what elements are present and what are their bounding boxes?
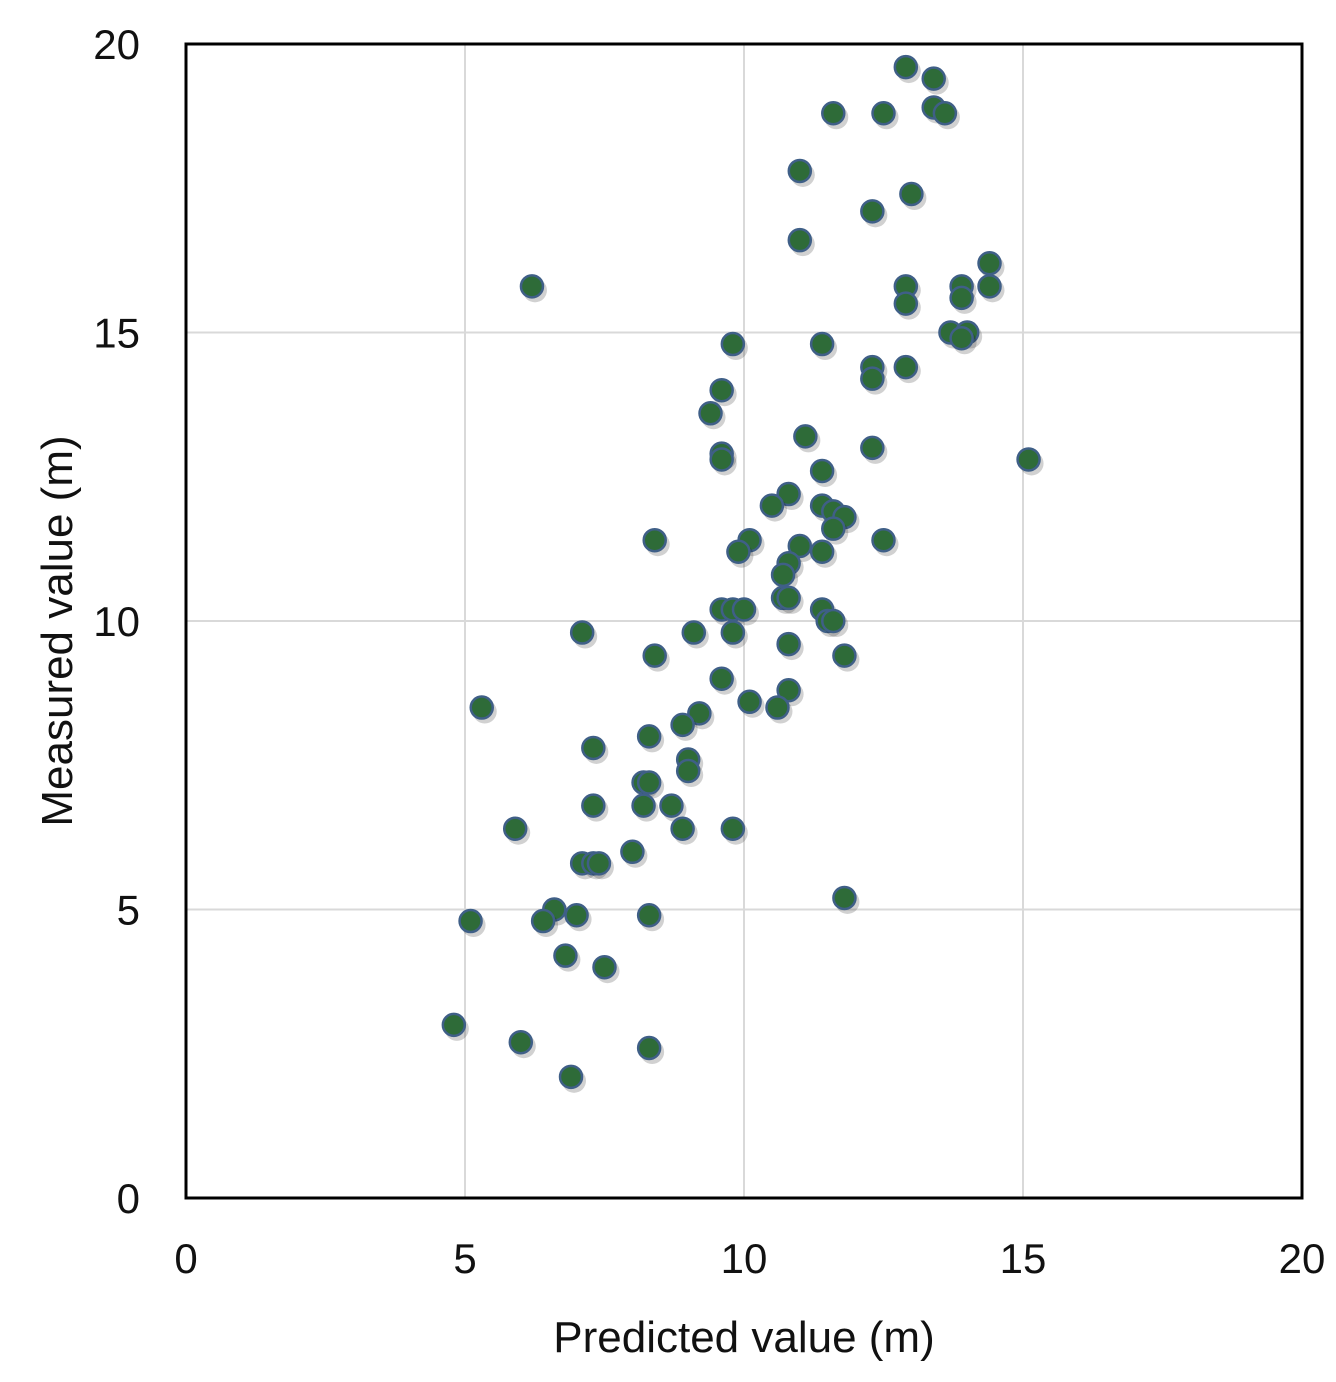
data-point bbox=[709, 447, 734, 472]
data-point bbox=[860, 199, 885, 224]
data-point bbox=[681, 620, 707, 645]
data-point bbox=[709, 666, 734, 691]
data-point bbox=[893, 291, 919, 316]
data-point bbox=[787, 158, 813, 184]
data-point bbox=[469, 695, 494, 720]
data-point bbox=[809, 539, 835, 565]
y-tick-label: 0 bbox=[117, 1175, 140, 1222]
data-point bbox=[569, 620, 595, 645]
data-point bbox=[893, 354, 919, 380]
data-point bbox=[720, 331, 746, 357]
data-point bbox=[793, 424, 818, 449]
data-point bbox=[720, 620, 746, 645]
data-point bbox=[977, 274, 1002, 299]
x-tick-label: 15 bbox=[1000, 1235, 1047, 1282]
data-point bbox=[441, 1012, 467, 1038]
x-tick-label: 0 bbox=[174, 1235, 197, 1282]
data-point bbox=[620, 839, 645, 865]
data-point bbox=[776, 585, 801, 611]
data-point bbox=[787, 227, 813, 253]
data-point bbox=[558, 1064, 584, 1090]
data-point bbox=[698, 401, 723, 426]
x-tick-label: 20 bbox=[1279, 1235, 1326, 1282]
data-point bbox=[932, 100, 958, 126]
data-point bbox=[787, 533, 813, 559]
y-tick-label: 15 bbox=[93, 310, 140, 357]
data-point bbox=[502, 816, 528, 841]
data-point bbox=[949, 326, 974, 351]
data-point bbox=[977, 251, 1002, 276]
x-tick-label: 10 bbox=[721, 1235, 768, 1282]
data-point bbox=[821, 516, 846, 541]
y-tick-label: 5 bbox=[117, 887, 140, 934]
data-point bbox=[770, 562, 796, 588]
tick-labels: 0 5 10 15 20 0 5 10 15 20 bbox=[93, 21, 1325, 1282]
data-point bbox=[731, 597, 757, 622]
data-point bbox=[720, 816, 746, 841]
data-point bbox=[642, 527, 667, 553]
data-point bbox=[860, 435, 885, 461]
data-point bbox=[726, 539, 751, 565]
data-point bbox=[687, 701, 712, 726]
data-point bbox=[921, 66, 946, 91]
data-point bbox=[809, 331, 835, 357]
y-axis-title: Measured value (m) bbox=[33, 435, 82, 826]
data-point bbox=[821, 608, 846, 634]
data-point bbox=[899, 181, 924, 207]
data-point bbox=[832, 643, 857, 668]
plot-frame bbox=[184, 42, 1304, 1200]
x-tick-label: 5 bbox=[453, 1235, 476, 1282]
data-point bbox=[659, 793, 684, 818]
data-point bbox=[581, 735, 606, 761]
data-point bbox=[636, 770, 662, 795]
data-point bbox=[709, 377, 734, 403]
data-point bbox=[670, 816, 695, 841]
data-point bbox=[636, 1035, 662, 1061]
data-point bbox=[519, 274, 545, 299]
data-point bbox=[776, 631, 801, 657]
data-point bbox=[809, 458, 835, 484]
data-point bbox=[893, 54, 919, 80]
data-point bbox=[636, 724, 662, 749]
data-point bbox=[871, 100, 896, 126]
data-point bbox=[860, 366, 885, 391]
data-point bbox=[631, 793, 656, 818]
data-point bbox=[642, 643, 667, 668]
data-point bbox=[581, 793, 606, 818]
data-point bbox=[765, 695, 790, 720]
data-point bbox=[949, 285, 974, 311]
data-point bbox=[592, 954, 617, 980]
data-point bbox=[675, 758, 701, 784]
data-point bbox=[776, 481, 801, 507]
x-axis-title: Predicted value (m) bbox=[553, 1313, 934, 1362]
data-point bbox=[458, 908, 483, 934]
data-point bbox=[871, 527, 896, 553]
data-point bbox=[821, 100, 846, 126]
data-points bbox=[441, 54, 1044, 1093]
data-point bbox=[636, 903, 662, 928]
y-tick-label: 20 bbox=[93, 21, 140, 68]
data-point bbox=[759, 493, 785, 518]
data-point bbox=[670, 712, 695, 738]
data-point bbox=[832, 885, 857, 911]
data-point bbox=[1016, 447, 1041, 472]
data-point bbox=[564, 903, 589, 928]
y-tick-label: 10 bbox=[93, 598, 140, 645]
data-point bbox=[586, 851, 612, 876]
data-point bbox=[553, 943, 578, 968]
data-point bbox=[737, 689, 762, 715]
data-point bbox=[776, 677, 801, 703]
data-point bbox=[530, 908, 556, 934]
data-point bbox=[508, 1029, 534, 1055]
